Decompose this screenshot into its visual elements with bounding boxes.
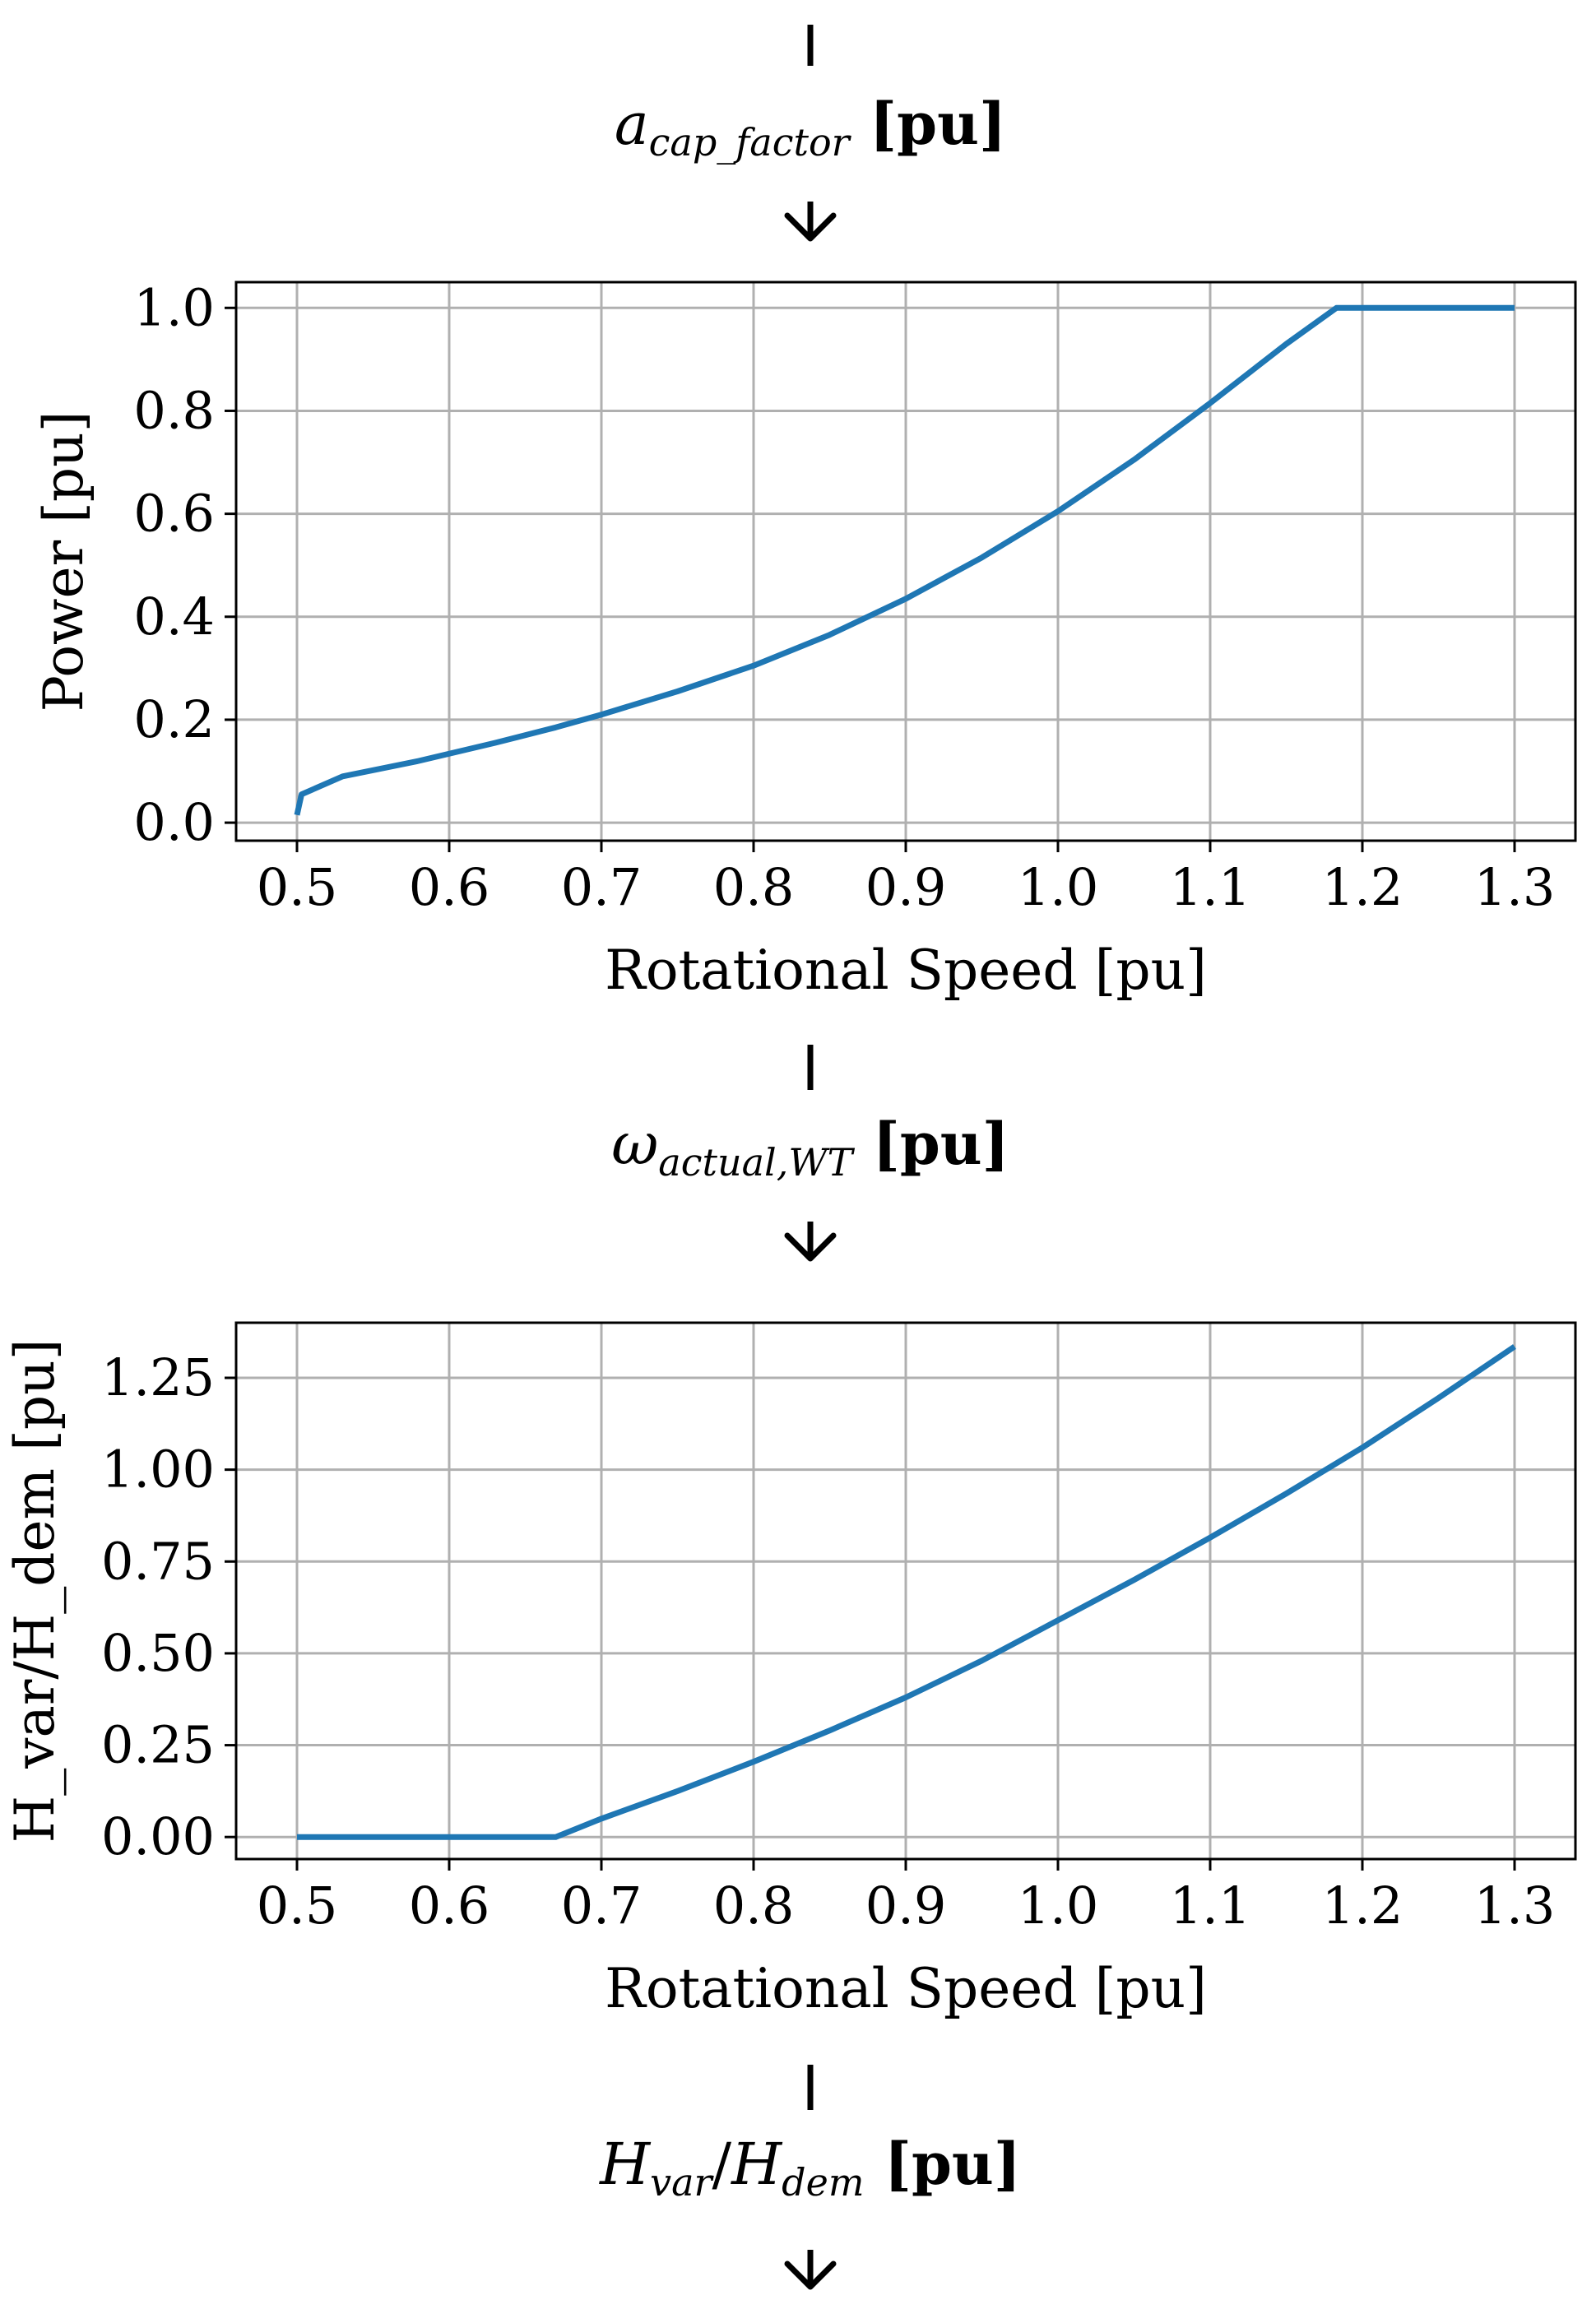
chart-1: 0.5 0.6 0.7 0.8 0.9 1.0 1.1 1.2 1.3 0.0 0.2 0.4 0.6 0… <box>32 277 1577 1002</box>
x-tick-label: 0.5 <box>257 857 338 917</box>
signal-symbol-2: H <box>730 2131 783 2198</box>
signal-unit: [pu] <box>864 2130 1020 2198</box>
x-tick-label: 1.0 <box>1018 857 1099 917</box>
series-line-1 <box>294 304 1515 816</box>
flow-arrowhead <box>784 2260 837 2290</box>
signal-symbol: ω <box>611 1110 658 1178</box>
x-tick-label: 0.7 <box>561 857 643 917</box>
y-tick-label: 0.6 <box>133 484 215 544</box>
signal-unit: [pu] <box>850 90 1006 158</box>
signal-symbol: a <box>615 90 649 158</box>
signal-subscript: actual,WT <box>658 1140 855 1185</box>
x-tick-label: 0.6 <box>409 1876 490 1936</box>
x-axis-label: Rotational Speed [pu] <box>605 939 1207 1002</box>
signal-label: ωactual,WT [pu] <box>611 1110 1009 1185</box>
signal-marker-1: acap_factor [pu] <box>615 25 1006 242</box>
x-tick-label: 1.1 <box>1170 857 1251 917</box>
y-tick-label: 0.2 <box>133 689 215 749</box>
x-tick-label: 1.3 <box>1474 1876 1556 1936</box>
signal-marker-2: ωactual,WT [pu] <box>611 1045 1009 1262</box>
grid <box>236 1323 1575 1859</box>
y-tick-label: 0.0 <box>133 792 215 852</box>
y-tick-label: 0.75 <box>101 1531 215 1591</box>
x-tick-label: 1.2 <box>1322 857 1403 917</box>
y-tick-label: 0.4 <box>133 587 215 647</box>
flow-arrowhead <box>784 212 837 242</box>
signal-subscript: cap_factor <box>649 120 852 165</box>
x-tick-label: 0.8 <box>713 857 795 917</box>
y-tick-label: 0.25 <box>101 1715 215 1775</box>
signal-unit: [pu] <box>852 1110 1009 1178</box>
flow-arrowhead <box>784 1232 837 1262</box>
chart-2: 0.5 0.6 0.7 0.8 0.9 1.0 1.1 1.2 1.3 0.00 0.25 0.50 0… <box>3 1321 1577 2020</box>
y-tick-label: 1.25 <box>101 1347 215 1407</box>
x-tick-label: 1.3 <box>1474 857 1556 917</box>
signal-subscript: var <box>650 2160 714 2205</box>
y-tick-label: 0.50 <box>101 1623 215 1683</box>
y-axis-label: H_var/H_dem [pu] <box>3 1339 67 1843</box>
grid <box>236 282 1575 841</box>
signal-divider: / <box>712 2131 732 2198</box>
x-tick-label: 1.2 <box>1322 1876 1403 1936</box>
x-tick-label: 0.8 <box>713 1876 795 1936</box>
y-tick-label: 0.00 <box>101 1806 215 1866</box>
x-tick-label: 0.6 <box>409 857 490 917</box>
x-tick-label: 1.1 <box>1170 1876 1251 1936</box>
signal-marker-3: Hvar/Hdem [pu] <box>598 2065 1021 2290</box>
x-tick-label: 0.5 <box>257 1876 338 1936</box>
signal-label: acap_factor [pu] <box>615 90 1006 165</box>
y-axis-label: Power [pu] <box>32 411 95 712</box>
y-tick-label: 1.00 <box>101 1440 215 1500</box>
signal-subscript-2: dem <box>782 2160 864 2205</box>
x-tick-label: 0.7 <box>561 1876 643 1936</box>
x-tick-label: 1.0 <box>1018 1876 1099 1936</box>
x-axis-label: Rotational Speed [pu] <box>605 1957 1207 2020</box>
series-line-1 <box>297 1344 1516 1840</box>
y-tick-label: 1.0 <box>133 277 215 337</box>
x-tick-label: 0.9 <box>865 857 947 917</box>
signal-symbol: H <box>598 2131 652 2198</box>
x-tick-label: 0.9 <box>865 1876 947 1936</box>
y-tick-label: 0.8 <box>133 380 215 440</box>
signal-label: Hvar/Hdem [pu] <box>598 2130 1021 2205</box>
